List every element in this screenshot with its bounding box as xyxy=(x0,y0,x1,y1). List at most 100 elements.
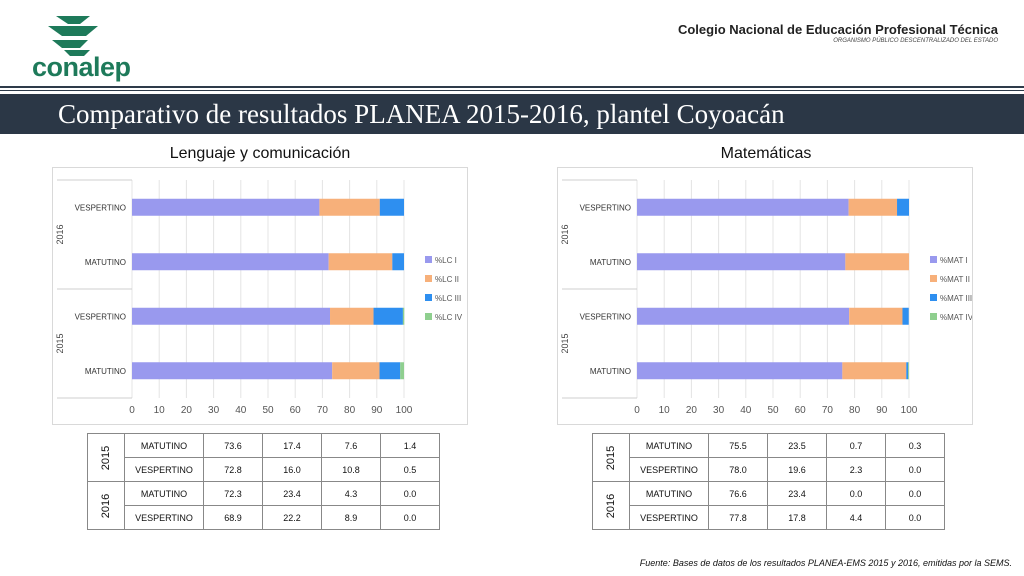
table-value-cell: 72.8 xyxy=(203,457,263,482)
lenguaje-bar-segment xyxy=(392,253,404,271)
matematicas-legend-swatch xyxy=(930,313,937,320)
title-bar xyxy=(0,94,1024,134)
matematicas-legend-label: %MAT I xyxy=(940,256,968,265)
lenguaje-year-label: 2016 xyxy=(55,224,65,244)
lenguaje-x-tick-label: 20 xyxy=(181,405,193,416)
table-row: VESPERTINO 77.8 17.8 4.4 0.0 xyxy=(593,505,945,530)
lenguaje-bar-segment xyxy=(132,362,333,380)
matematicas-category-label: VESPERTINO xyxy=(580,203,631,212)
lenguaje-x-tick-label: 50 xyxy=(262,405,274,416)
table-value-cell: 0.0 xyxy=(380,481,440,506)
lenguaje-bar-segment xyxy=(379,362,401,380)
matematicas-bar-segment xyxy=(842,362,907,380)
table-row: VESPERTINO 68.9 22.2 8.9 0.0 xyxy=(88,505,440,530)
table-value-cell: 0.0 xyxy=(885,505,945,530)
matematicas-legend-swatch xyxy=(930,294,937,301)
table-value-cell: 76.6 xyxy=(708,481,768,506)
lenguaje-legend-swatch xyxy=(425,275,432,282)
matematicas-bar-segment xyxy=(849,307,903,325)
table-value-cell: 23.4 xyxy=(262,481,322,506)
lenguaje-bar-segment xyxy=(402,307,405,325)
table-value-cell: 0.3 xyxy=(885,433,945,458)
lenguaje-bar-segment xyxy=(132,307,331,325)
matematicas-x-tick-label: 80 xyxy=(849,405,861,416)
data-table-lenguaje: 2015 MATUTINO 73.6 17.4 7.6 1.4 VESPERTINO 72.8… xyxy=(87,433,440,530)
matematicas-legend-label: %MAT III xyxy=(940,294,972,303)
table-row: VESPERTINO 72.8 16.0 10.8 0.5 xyxy=(88,457,440,482)
table-value-cell: 19.6 xyxy=(767,457,827,482)
table-value-cell: 68.9 xyxy=(203,505,263,530)
lenguaje-x-tick-label: 100 xyxy=(396,405,413,416)
lenguaje-bar-segment xyxy=(328,253,393,271)
table-value-cell: 4.4 xyxy=(826,505,886,530)
table-shift-cell: MATUTINO xyxy=(629,481,709,506)
chart-matematicas-svg: 0 10 20 30 40 50 60 70 80 90 100 VESPERTINO MATUTINO… xyxy=(560,179,972,416)
matematicas-x-tick-label: 70 xyxy=(822,405,834,416)
table-value-cell: 17.4 xyxy=(262,433,322,458)
table-value-cell: 0.5 xyxy=(380,457,440,482)
table-value-cell: 23.5 xyxy=(767,433,827,458)
table-value-cell: 4.3 xyxy=(321,481,381,506)
lenguaje-category-label: VESPERTINO xyxy=(75,312,126,321)
matematicas-bar-segment xyxy=(637,253,846,271)
table-year-cell: 2016 xyxy=(87,481,125,530)
matematicas-x-tick-label: 50 xyxy=(767,405,779,416)
institution-subtitle: ORGANISMO PÚBLICO DESCENTRALIZADO DEL ES… xyxy=(833,38,998,44)
header-rule-thin xyxy=(0,90,1024,91)
lenguaje-bar-segment xyxy=(400,362,404,380)
source-note: Fuente: Bases de datos de los resultados… xyxy=(639,558,1012,568)
lenguaje-legend-label: %LC I xyxy=(435,256,457,265)
lenguaje-bar-segment xyxy=(132,198,320,216)
lenguaje-bar-segment xyxy=(379,198,404,216)
lenguaje-legend-swatch xyxy=(425,313,432,320)
matematicas-x-tick-label: 40 xyxy=(740,405,752,416)
institution-name: Colegio Nacional de Educación Profesiona… xyxy=(677,22,998,37)
matematicas-category-label: MATUTINO xyxy=(590,367,631,376)
lenguaje-x-tick-label: 30 xyxy=(208,405,220,416)
table-value-cell: 73.6 xyxy=(203,433,263,458)
matematicas-x-tick-label: 0 xyxy=(634,405,640,416)
table-value-cell: 0.0 xyxy=(885,481,945,506)
lenguaje-x-tick-label: 0 xyxy=(129,405,135,416)
table-value-cell: 22.2 xyxy=(262,505,322,530)
table-row: 2015 MATUTINO 75.5 23.5 0.7 0.3 xyxy=(592,433,945,482)
table-shift-cell: MATUTINO xyxy=(124,433,204,458)
lenguaje-category-label: MATUTINO xyxy=(85,367,126,376)
matematicas-bar-segment xyxy=(848,198,898,216)
matematicas-bar-segment xyxy=(845,253,909,271)
lenguaje-bar-segment xyxy=(330,307,374,325)
table-row: VESPERTINO 78.0 19.6 2.3 0.0 xyxy=(593,457,945,482)
lenguaje-bar-segment xyxy=(132,253,329,271)
table-row: 2016 MATUTINO 72.3 23.4 4.3 0.0 xyxy=(87,481,440,530)
matematicas-year-label: 2015 xyxy=(560,333,570,353)
lenguaje-category-label: MATUTINO xyxy=(85,258,126,267)
table-value-cell: 1.4 xyxy=(380,433,440,458)
chart-lenguaje-svg: 0 10 20 30 40 50 60 70 80 90 100 VESPERTINO MATUTINO… xyxy=(55,179,463,416)
table-year-cell: 2015 xyxy=(87,433,125,482)
table-shift-cell: MATUTINO xyxy=(124,481,204,506)
table-value-cell: 0.0 xyxy=(885,457,945,482)
chart-lenguaje: 0 10 20 30 40 50 60 70 80 90 100 VESPERTINO MATUTINO… xyxy=(52,167,468,425)
matematicas-category-label: VESPERTINO xyxy=(580,312,631,321)
table-shift-cell: VESPERTINO xyxy=(124,457,204,482)
lenguaje-legend-label: %LC III xyxy=(435,294,461,303)
lenguaje-legend-swatch xyxy=(425,294,432,301)
matematicas-x-tick-label: 20 xyxy=(686,405,698,416)
lenguaje-x-tick-label: 10 xyxy=(154,405,166,416)
matematicas-bar-segment xyxy=(902,307,909,325)
matematicas-bar-segment xyxy=(637,307,850,325)
matematicas-bar-segment xyxy=(908,362,909,380)
logo-text: conalep xyxy=(32,52,131,82)
matematicas-x-tick-label: 100 xyxy=(901,405,918,416)
table-shift-cell: VESPERTINO xyxy=(629,505,709,530)
table-row: 2016 MATUTINO 76.6 23.4 0.0 0.0 xyxy=(592,481,945,530)
table-value-cell: 8.9 xyxy=(321,505,381,530)
header-rule xyxy=(0,86,1024,88)
lenguaje-x-tick-label: 90 xyxy=(371,405,383,416)
chart-title-matematicas: Matemáticas xyxy=(720,145,812,162)
matematicas-bar-segment xyxy=(897,198,909,216)
lenguaje-bar-segment xyxy=(332,362,380,380)
table-value-cell: 23.4 xyxy=(767,481,827,506)
lenguaje-legend-label: %LC IV xyxy=(435,313,463,322)
table-shift-cell: MATUTINO xyxy=(629,433,709,458)
